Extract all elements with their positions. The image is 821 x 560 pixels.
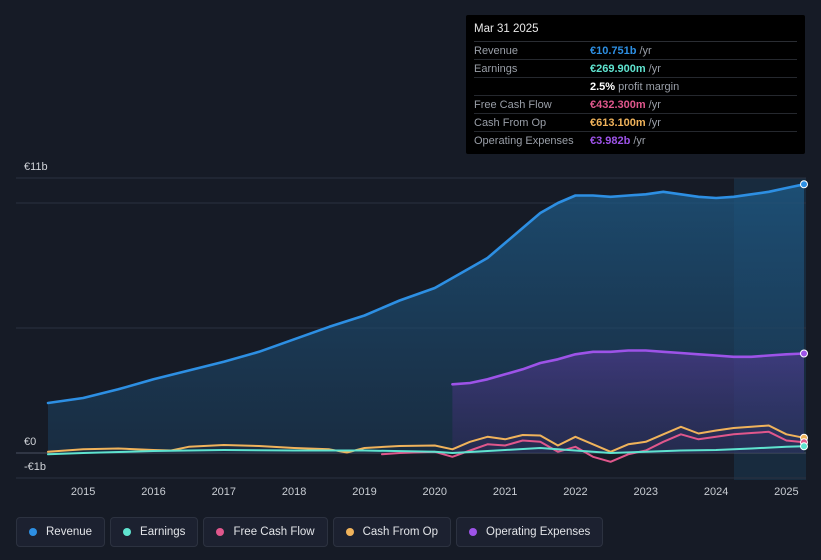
tooltip-date: Mar 31 2025 [474, 23, 797, 42]
legend-item-operating-expenses[interactable]: Operating Expenses [456, 517, 604, 547]
x-tick-label: 2025 [774, 486, 798, 498]
series-fills [48, 184, 804, 454]
tooltip-row: Earnings €269.900m/yr [474, 60, 797, 78]
tooltip-row-unit: profit margin [618, 80, 680, 93]
legend-dot-icon [216, 528, 225, 536]
tooltip-panel: Mar 31 2025 Revenue €10.751b/yr Earnings €2… [466, 15, 805, 154]
tooltip-row-value: €3.982b [590, 134, 631, 147]
tooltip-row: Revenue €10.751b/yr [474, 42, 797, 60]
tooltip-row-unit: /yr [639, 44, 652, 57]
tooltip-row-unit: /yr [633, 134, 646, 147]
tooltip-row-value: €10.751b [590, 44, 637, 57]
operating-expenses-endpoint [800, 349, 808, 358]
earnings-line [47, 445, 805, 456]
legend-item-revenue[interactable]: Revenue [16, 517, 106, 547]
x-tick-label: 2018 [282, 486, 306, 498]
x-tick-label: 2021 [493, 486, 517, 498]
x-tick-label: 2015 [71, 486, 95, 498]
tooltip-row-unit: /yr [648, 98, 661, 111]
tooltip-row: Cash From Op €613.100m/yr [474, 114, 797, 132]
revenue-line [46, 183, 806, 405]
series-endpoints [800, 180, 808, 451]
x-axis-ticks: 2015 2016 2017 2018 2019 2020 2021 2022 2023 2024… [71, 486, 799, 498]
x-tick-label: 2019 [352, 486, 376, 498]
tooltip-row-value: €613.100m [590, 116, 646, 129]
x-tick-label: 2024 [704, 486, 728, 498]
revenue-endpoint [800, 180, 808, 189]
tooltip-row-unit: /yr [648, 116, 661, 129]
tooltip-rows: Revenue €10.751b/yr Earnings €269.900m/yr 2.… [474, 42, 797, 149]
tooltip-row: Operating Expenses €3.982b/yr [474, 132, 797, 149]
y-label-zero: €0 [24, 436, 36, 448]
operating-expenses-line [451, 349, 806, 386]
tooltip-row-value: €432.300m [590, 98, 646, 111]
tooltip-row-unit: /yr [648, 62, 661, 75]
tooltip-row: Free Cash Flow €432.300m/yr [474, 96, 797, 114]
x-tick-label: 2022 [563, 486, 587, 498]
tooltip-row-label: Cash From Op [474, 116, 547, 129]
x-tick-label: 2017 [212, 486, 236, 498]
legend-label: Revenue [46, 526, 93, 538]
tooltip-row-value: €269.900m [590, 62, 646, 75]
x-tick-label: 2016 [141, 486, 165, 498]
legend-dot-icon [469, 528, 478, 536]
legend-label: Earnings [140, 526, 186, 538]
earnings-endpoint [800, 442, 808, 451]
tooltip-row-label: Revenue [474, 44, 519, 57]
legend-label: Free Cash Flow [233, 526, 315, 538]
y-label-neg: -€1b [24, 461, 46, 473]
tooltip-row-label: Operating Expenses [474, 134, 574, 147]
x-tick-label: 2020 [423, 486, 447, 498]
chart-area: €11b €0 -€1b 2015 2016 2017 2018 2019 2020 202… [16, 161, 808, 498]
series-lines [46, 183, 806, 463]
legend: Revenue Earnings Free Cash Flow Cash From O… [16, 517, 604, 547]
y-label-top: €11b [24, 161, 48, 173]
operating-expenses-area [452, 350, 804, 453]
tooltip-row-label: Earnings [474, 62, 518, 75]
legend-dot-icon [29, 528, 37, 536]
legend-label: Cash From Op [362, 526, 439, 538]
tooltip-row-label: Free Cash Flow [474, 98, 552, 111]
legend-label: Operating Expenses [486, 526, 591, 538]
tooltip-row-value: 2.5% [590, 80, 616, 93]
legend-dot-icon [345, 528, 354, 536]
legend-dot-icon [123, 528, 132, 536]
cash-from-op-line [47, 424, 805, 454]
tooltip-row: 2.5% profit margin [474, 78, 797, 96]
legend-item-free-cash-flow[interactable]: Free Cash Flow [203, 517, 328, 547]
legend-item-cash-from-op[interactable]: Cash From Op [332, 517, 452, 547]
legend-item-earnings[interactable]: Earnings [110, 517, 199, 547]
x-tick-label: 2023 [634, 486, 658, 498]
